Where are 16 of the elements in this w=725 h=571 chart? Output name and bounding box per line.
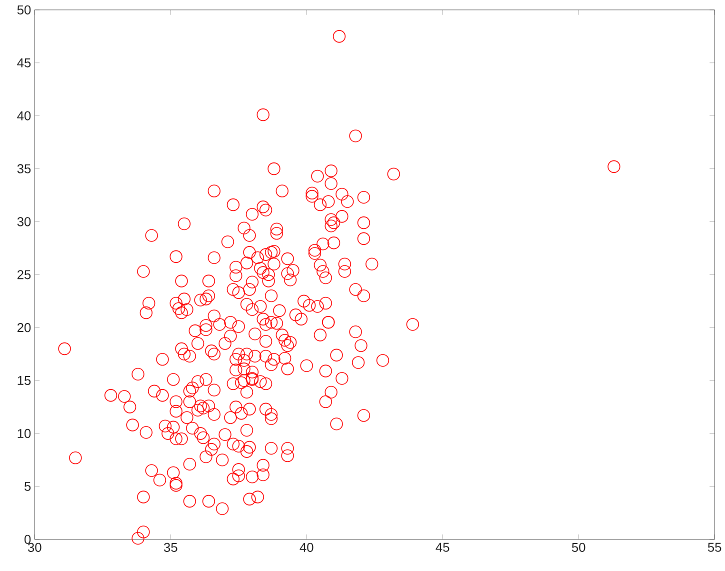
y-tick-label: 40 <box>17 111 31 120</box>
y-tick-label: 0 <box>24 534 31 544</box>
x-tick-label: 55 <box>708 542 722 552</box>
y-tick-label: 45 <box>17 58 31 68</box>
x-tick-label: 40 <box>300 542 314 552</box>
x-tick-label: 50 <box>572 542 586 552</box>
x-tick-label: 35 <box>164 542 178 552</box>
y-tick-label: 20 <box>18 323 31 332</box>
y-tick-label: 50 <box>17 5 31 14</box>
y-tick-label: 5 <box>24 482 31 491</box>
y-tick-label: 25 <box>18 270 31 280</box>
x-tick-label: 45 <box>436 542 450 552</box>
y-tick-label: 10 <box>18 428 31 438</box>
y-tick-label: 35 <box>17 164 31 174</box>
y-tick-label: 15 <box>18 376 31 386</box>
y-tick-label: 30 <box>17 217 31 226</box>
